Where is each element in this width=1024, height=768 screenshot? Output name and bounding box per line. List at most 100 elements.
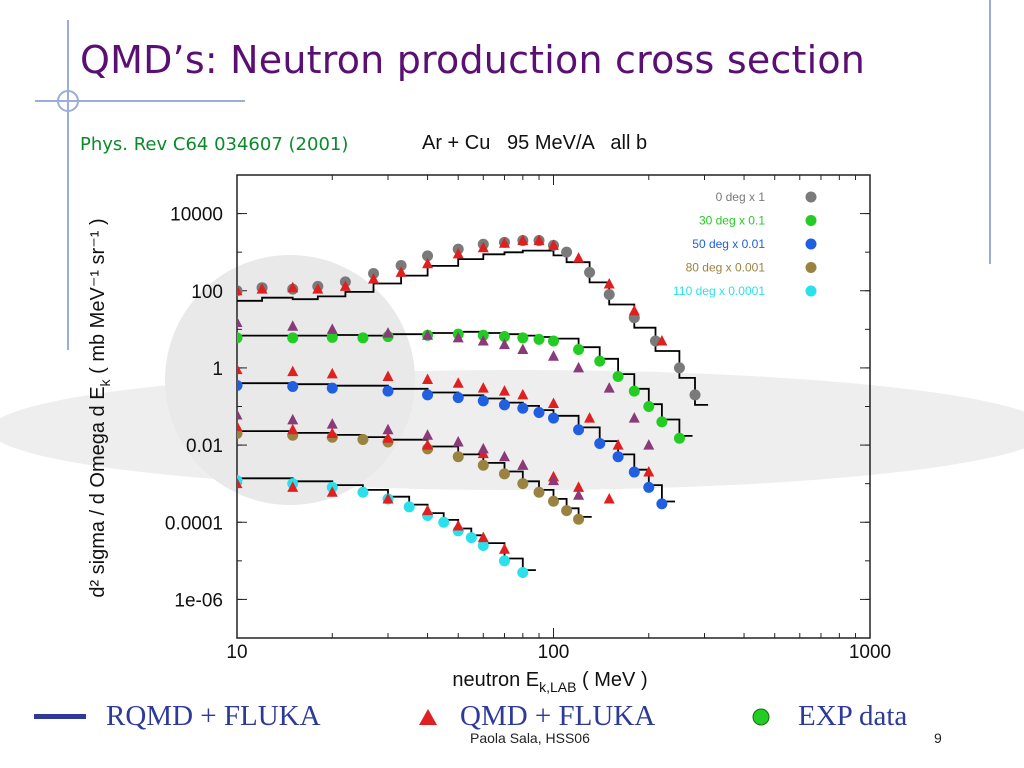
data-point-triangle xyxy=(603,382,615,393)
data-point-circle xyxy=(561,505,573,517)
data-point-circle xyxy=(643,481,655,493)
data-point-triangle xyxy=(237,316,243,328)
data-point-triangle xyxy=(422,329,434,340)
data-point-circle xyxy=(603,288,615,300)
legend-circle-symbol xyxy=(752,708,770,726)
data-point-circle xyxy=(673,432,685,444)
y-axis-label: d² sigma / d Omega d Ek ( mb MeV⁻¹ sr⁻¹ … xyxy=(87,218,113,597)
data-point-triangle xyxy=(287,365,299,377)
data-point-triangle xyxy=(382,432,394,443)
data-point-triangle xyxy=(477,334,489,346)
legend-entry-marker xyxy=(805,191,817,203)
x-tick-label: 100 xyxy=(538,642,570,663)
data-point-triangle xyxy=(573,252,585,263)
data-point-circle xyxy=(517,402,529,414)
legend-entry-marker xyxy=(805,215,817,226)
data-point-triangle xyxy=(422,257,434,269)
data-point-triangle xyxy=(548,239,559,250)
data-point-triangle xyxy=(498,543,510,554)
data-point-triangle xyxy=(517,343,529,355)
y-tick-label: 1e-06 xyxy=(174,590,223,611)
data-point-circle xyxy=(477,395,489,407)
legend-exp-label: EXP data xyxy=(798,700,908,732)
data-point-circle xyxy=(584,266,596,278)
data-point-circle xyxy=(438,516,450,528)
data-point-circle xyxy=(533,406,545,418)
data-point-triangle xyxy=(517,459,529,470)
data-point-triangle xyxy=(548,474,559,486)
data-point-triangle xyxy=(287,481,299,492)
data-point-circle xyxy=(452,392,464,404)
data-point-circle xyxy=(477,539,489,551)
legend-entry-marker xyxy=(805,285,817,297)
legend-entry-label: 110 deg x 0.0001 xyxy=(673,284,765,298)
data-point-circle xyxy=(237,380,243,392)
decor-crosshair-circle xyxy=(57,90,79,112)
data-point-triangle xyxy=(643,466,655,477)
data-point-triangle xyxy=(603,493,615,504)
data-point-triangle xyxy=(498,338,510,350)
data-point-triangle xyxy=(237,409,243,420)
data-point-triangle xyxy=(422,429,434,440)
data-point-triangle xyxy=(533,234,545,246)
data-point-circle xyxy=(643,401,655,412)
data-point-circle xyxy=(689,389,701,401)
x-tick-label: 1000 xyxy=(849,642,891,663)
reference-citation: Phys. Rev C64 034607 (2001) xyxy=(80,134,349,155)
data-point-triangle xyxy=(256,283,268,294)
legend-qmd-label: QMD + FLUKA xyxy=(460,700,656,732)
data-point-triangle xyxy=(237,477,243,489)
data-point-circle xyxy=(452,451,464,463)
chart-title: Ar + Cu 95 MeV/A all b xyxy=(422,132,647,154)
rqmd-step-line xyxy=(237,249,709,406)
data-point-circle xyxy=(287,380,299,392)
data-point-triangle xyxy=(517,234,529,246)
data-point-triangle xyxy=(643,439,655,450)
data-point-triangle xyxy=(612,439,624,450)
data-point-circle xyxy=(548,495,559,507)
data-point-circle xyxy=(548,412,559,424)
chart: 10 100 1000 10000 100 1 0.01 0.0001 1e-06 Ar + Cu… xyxy=(87,132,891,695)
data-point-circle xyxy=(656,416,668,428)
data-point-triangle xyxy=(628,304,640,316)
data-point-circle xyxy=(326,382,338,394)
data-point-circle xyxy=(533,486,545,498)
data-point-triangle xyxy=(422,373,434,385)
data-point-circle xyxy=(594,355,606,367)
data-point-circle xyxy=(533,333,545,345)
data-point-triangle xyxy=(452,519,464,531)
data-point-triangle xyxy=(422,504,434,516)
data-point-triangle xyxy=(312,283,324,294)
rqmd-step-line xyxy=(237,477,536,571)
y-tick-label: 0.0001 xyxy=(165,513,223,534)
data-point-circle xyxy=(357,433,369,445)
data-point-circle xyxy=(656,498,668,510)
data-point-circle xyxy=(594,437,606,449)
data-point-triangle xyxy=(452,377,464,388)
data-point-triangle xyxy=(452,436,464,447)
data-point-circle xyxy=(573,344,585,356)
legend-entry-label: 30 deg x 0.1 xyxy=(699,214,765,228)
data-point-triangle xyxy=(339,280,351,291)
y-tick-label: 0.01 xyxy=(186,436,223,457)
y-tick-label: 10000 xyxy=(170,205,223,226)
data-point-triangle xyxy=(498,450,510,462)
data-point-circle xyxy=(357,332,369,344)
data-point-triangle xyxy=(287,281,299,293)
legend-entry-marker xyxy=(805,238,817,250)
footer-page-number: 9 xyxy=(934,730,942,746)
y-tick-label: 100 xyxy=(191,282,223,303)
data-point-circle xyxy=(498,555,510,567)
data-point-circle xyxy=(403,501,415,513)
data-point-circle xyxy=(573,424,585,436)
y-tick-label: 1 xyxy=(212,359,223,380)
legend-entry-label: 0 deg x 1 xyxy=(716,190,766,204)
data-point-triangle xyxy=(237,363,243,375)
data-point-triangle xyxy=(573,361,585,373)
marks-layer xyxy=(237,234,709,578)
data-point-circle xyxy=(628,385,640,397)
data-point-triangle xyxy=(452,247,464,259)
data-point-circle xyxy=(498,468,510,480)
data-point-circle xyxy=(517,566,529,578)
data-point-triangle xyxy=(477,442,489,454)
